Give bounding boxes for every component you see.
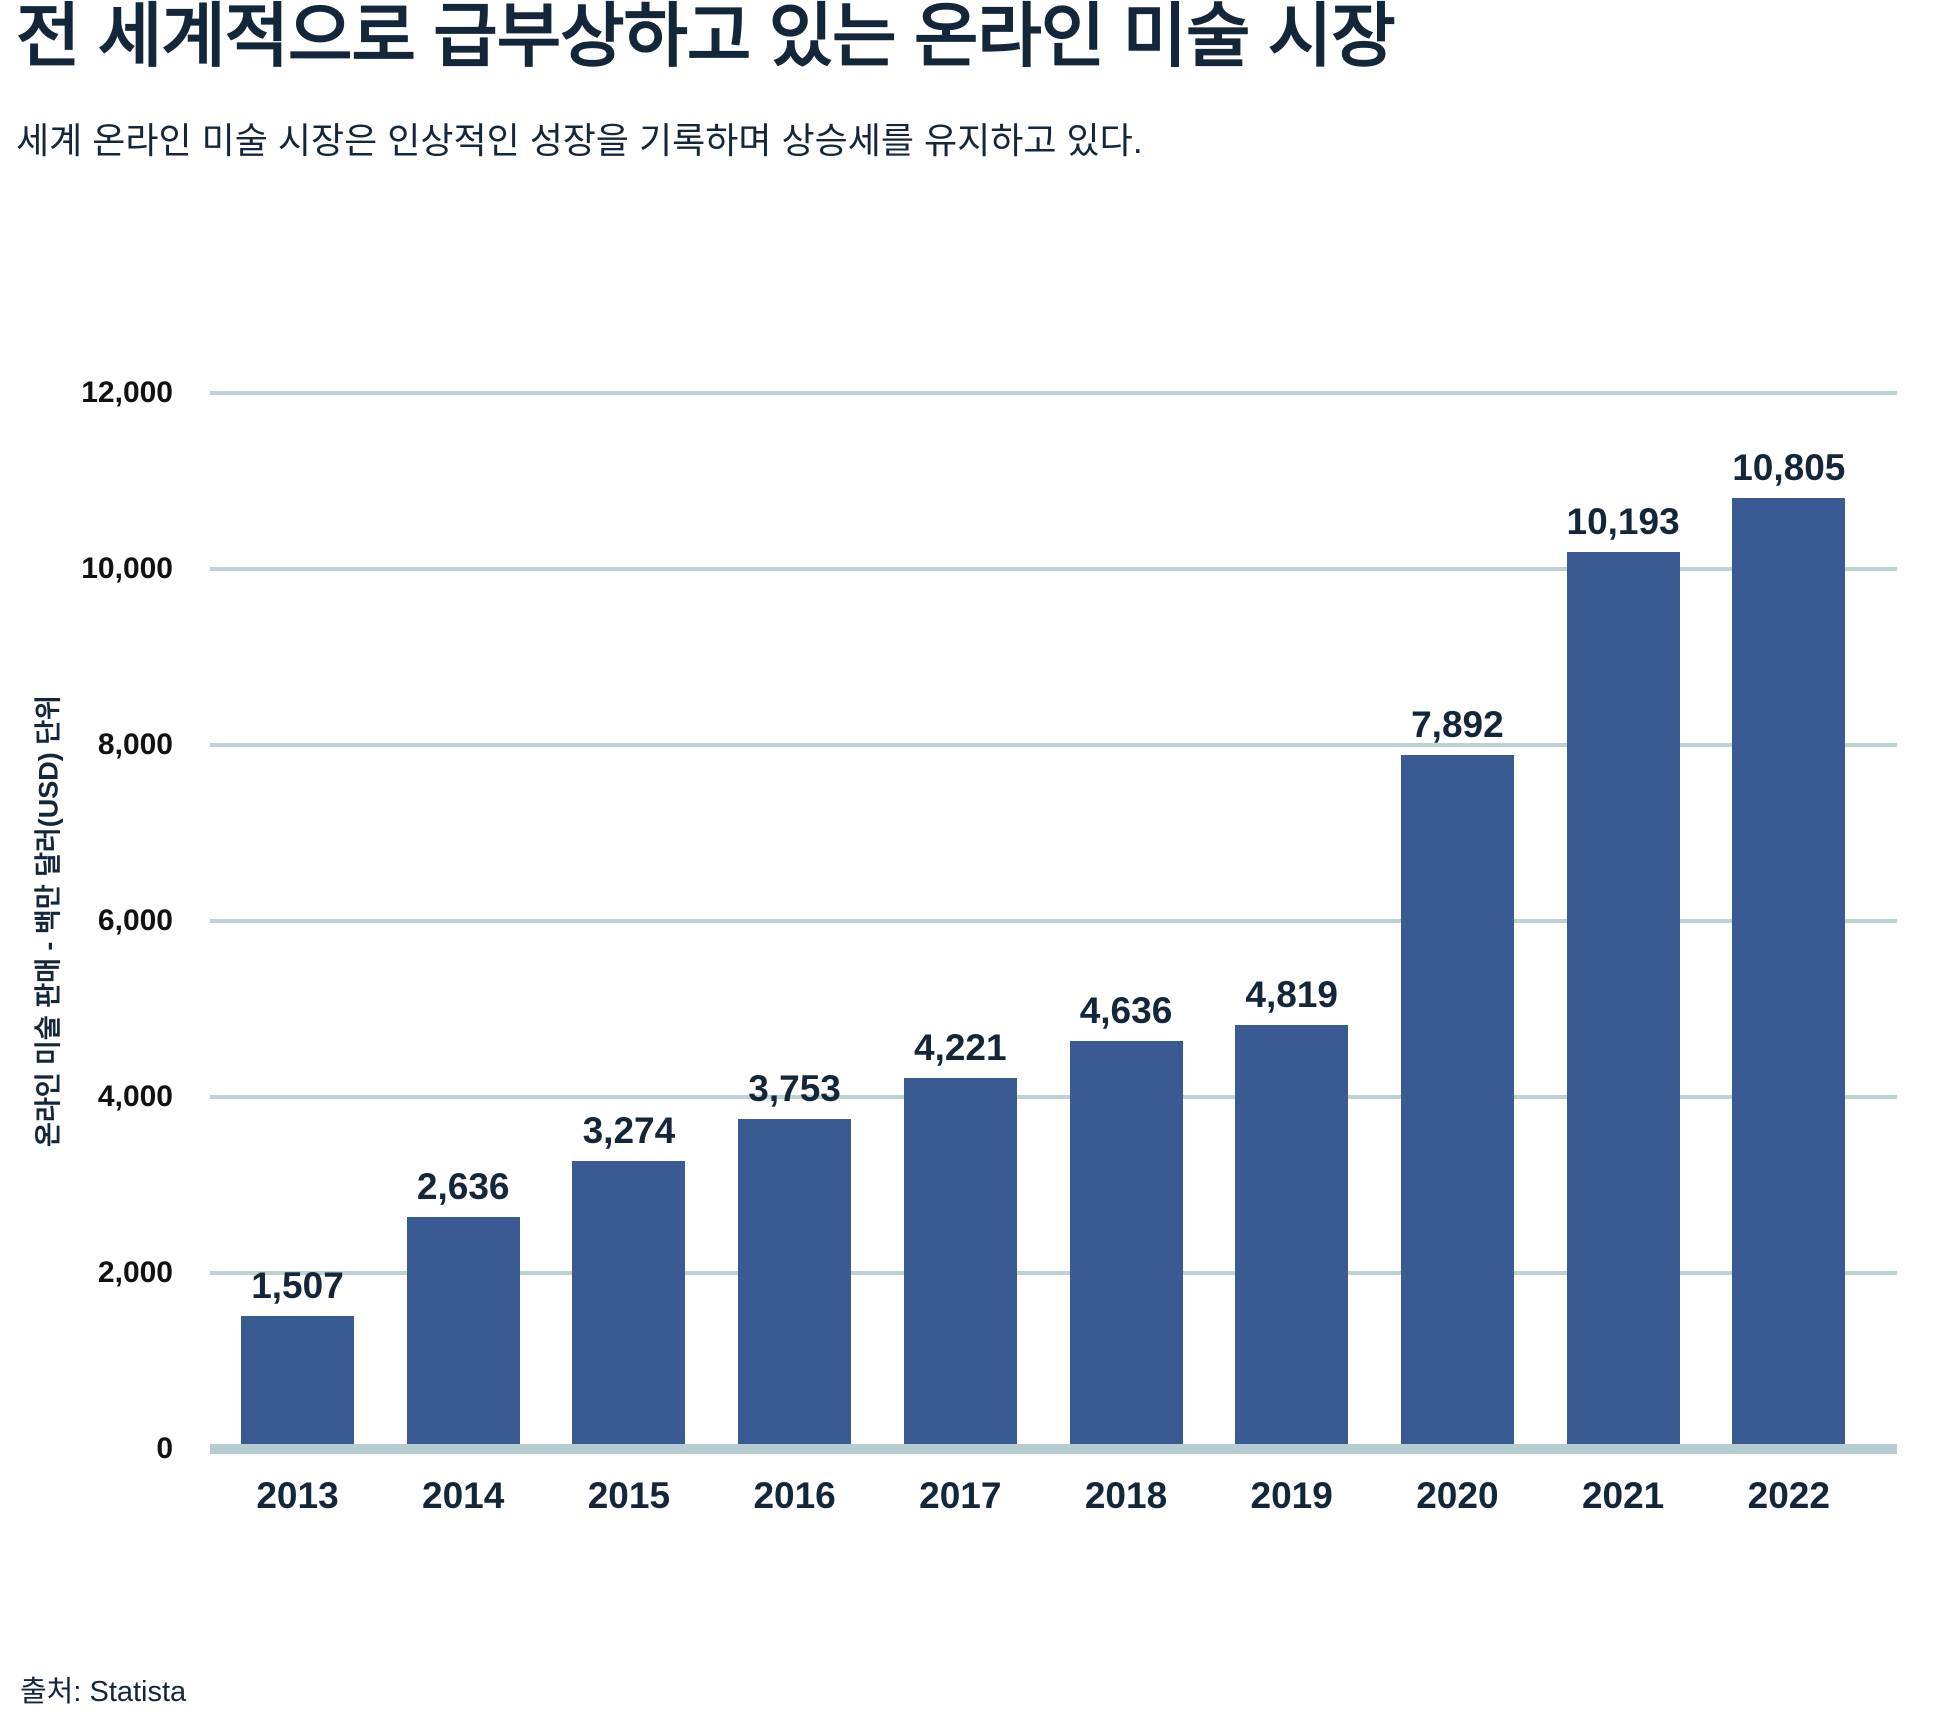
gridline-8000 (210, 743, 1897, 747)
bar-2013 (241, 1316, 354, 1454)
bar-2019 (1235, 1024, 1349, 1454)
source-note: 출처: Statista (20, 1676, 187, 1708)
x-axis-label-2018: 2018 (1084, 1475, 1168, 1516)
bar-value-label: 10,805 (1732, 447, 1846, 489)
x-axis-label-2016: 2016 (753, 1475, 836, 1516)
x-axis-label-2013: 2013 (256, 1475, 339, 1516)
y-axis-tick-label: 10,000 (81, 552, 173, 585)
x-axis-label-2019: 2019 (1250, 1475, 1333, 1516)
x-axis-label-2017: 2017 (919, 1475, 1002, 1516)
page-title: 전 세계적으로 급부상하고 있는 온라인 미술 시장 (16, 0, 1396, 75)
bar-value-label: 7,892 (1411, 703, 1504, 745)
bar-2017 (903, 1077, 1017, 1454)
y-axis-tick-label: 12,000 (81, 376, 173, 409)
y-axis-tick-label: 0 (156, 1432, 173, 1465)
bar-2021 (1566, 552, 1680, 1454)
bar-value-label: 3,753 (748, 1067, 841, 1109)
y-axis-tick-label: 6,000 (97, 904, 173, 937)
gridline-12000 (210, 391, 1897, 395)
gridline-10000 (210, 567, 1897, 571)
gridline-6000 (210, 919, 1897, 923)
gridline-2000 (210, 1271, 1897, 1275)
bar-2018 (1069, 1041, 1183, 1454)
bar-2016 (738, 1118, 852, 1454)
page-subtitle: 세계 온라인 미술 시장은 인상적인 성장을 기록하며 상승세를 유지하고 있다… (16, 120, 1143, 161)
bar-value-label: 10,193 (1566, 501, 1680, 543)
y-axis-tick-label: 2,000 (97, 1256, 173, 1289)
x-axis-label-2015: 2015 (587, 1475, 671, 1516)
gridline-4000 (210, 1095, 1897, 1099)
x-axis-baseline (210, 1444, 1897, 1454)
bar-value-label: 2,636 (416, 1166, 510, 1208)
x-axis-label-2022: 2022 (1747, 1475, 1830, 1516)
bar-value-label: 4,636 (1079, 990, 1173, 1032)
bar-value-label: 3,274 (582, 1109, 676, 1151)
bar-2020 (1400, 754, 1514, 1454)
y-axis-tick-label: 4,000 (97, 1080, 173, 1113)
y-axis-tick-label: 8,000 (97, 728, 173, 761)
bar-2015 (572, 1160, 686, 1454)
bar-value-label: 4,819 (1245, 973, 1338, 1015)
bar-2014 (406, 1217, 520, 1454)
bar-value-label: 4,221 (914, 1026, 1007, 1068)
bar-2022 (1732, 498, 1846, 1454)
bar-value-label: 1,507 (251, 1265, 344, 1307)
x-axis-label-2014: 2014 (422, 1475, 505, 1516)
x-axis-label-2021: 2021 (1581, 1475, 1665, 1516)
x-axis-label-2020: 2020 (1416, 1475, 1499, 1516)
